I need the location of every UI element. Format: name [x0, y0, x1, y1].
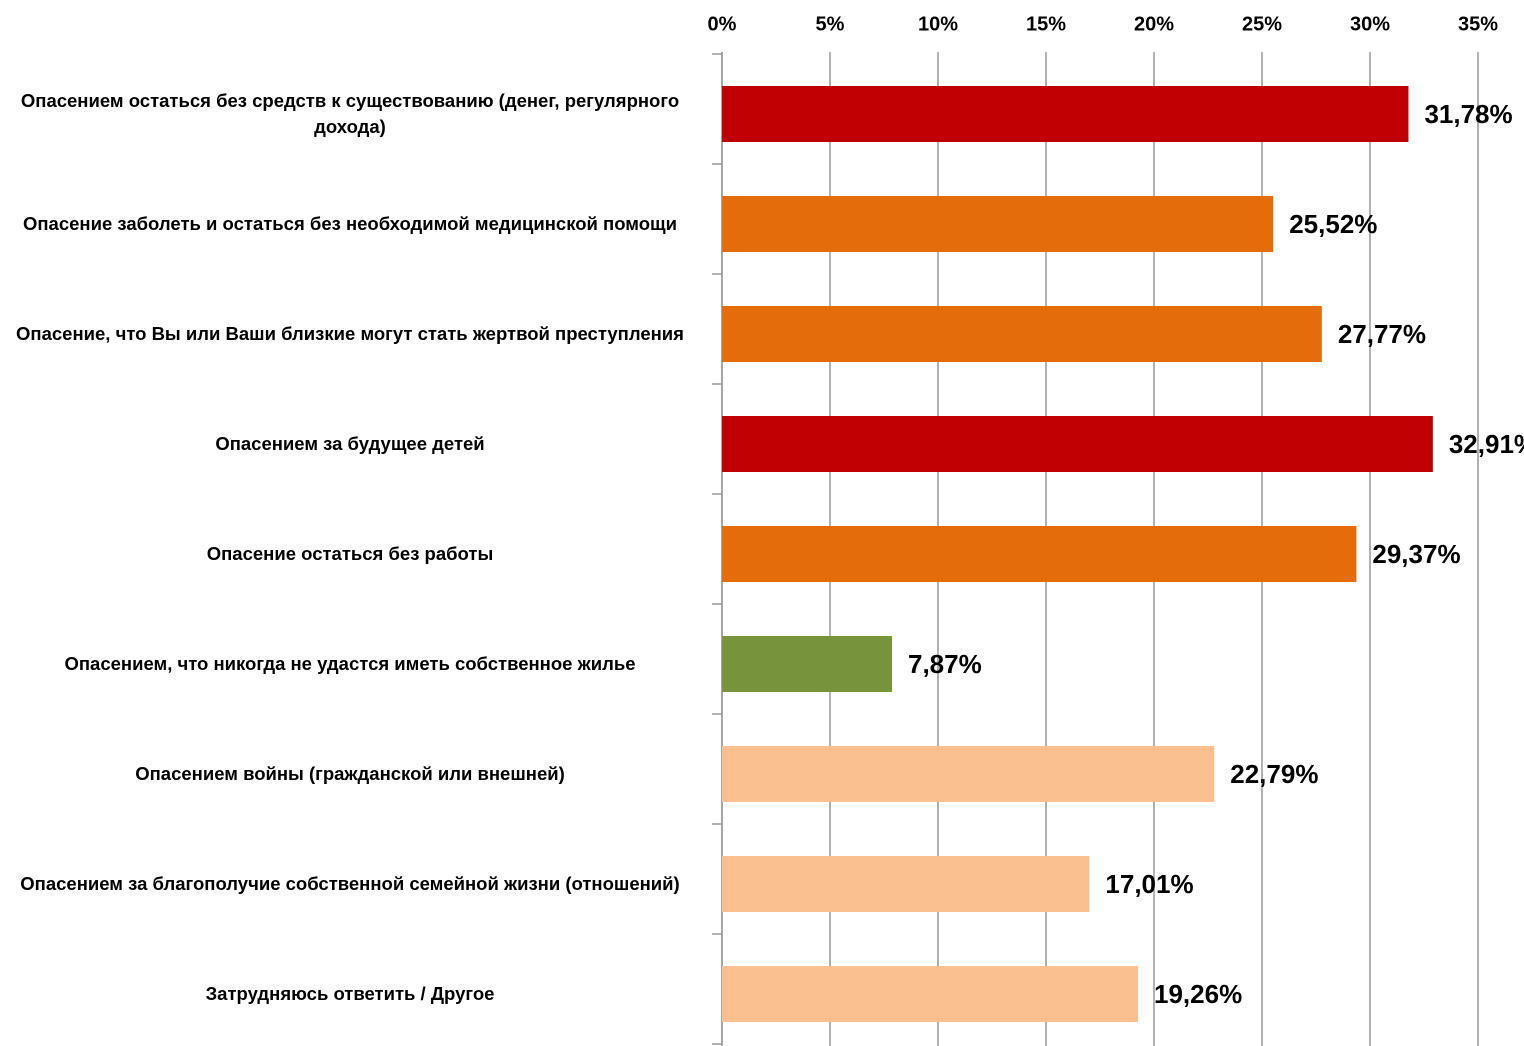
value-label: 29,37% — [1372, 539, 1460, 569]
x-tick-label: 35% — [1458, 13, 1498, 35]
value-label: 22,79% — [1230, 759, 1318, 789]
category-label: Опасением остаться без средств к существ… — [20, 90, 680, 137]
bar — [722, 526, 1357, 582]
category-label: Опасением войны (гражданской или внешней… — [135, 763, 565, 784]
bar — [722, 306, 1322, 362]
bar — [722, 636, 892, 692]
category-label: Опасение, что Вы или Ваши близкие могут … — [16, 323, 684, 344]
x-tick-label: 10% — [918, 13, 958, 35]
value-label: 32,91% — [1449, 429, 1524, 459]
bar — [722, 196, 1274, 252]
category-label: Опасением, что никогда не удастся иметь … — [64, 653, 636, 674]
value-label: 19,26% — [1154, 979, 1242, 1009]
value-label: 31,78% — [1424, 99, 1512, 129]
value-label: 27,77% — [1338, 319, 1426, 349]
category-label: Затрудняюсь ответить / Другое — [205, 983, 495, 1004]
bar — [722, 416, 1433, 472]
x-tick-label: 5% — [816, 13, 845, 35]
value-label: 7,87% — [908, 649, 982, 679]
category-label: Опасение заболеть и остаться без необход… — [22, 213, 678, 234]
value-label: 25,52% — [1289, 209, 1377, 239]
bar — [722, 746, 1215, 802]
x-tick-label: 25% — [1242, 13, 1282, 35]
bar — [722, 856, 1090, 912]
x-tick-label: 15% — [1026, 13, 1066, 35]
value-label: 17,01% — [1105, 869, 1193, 899]
category-label: Опасением за будущее детей — [215, 433, 485, 454]
x-tick-label: 20% — [1134, 13, 1174, 35]
category-label: Опасением за благополучие собственной се… — [20, 873, 680, 894]
x-tick-label: 0% — [708, 13, 737, 35]
bar — [722, 966, 1139, 1022]
x-tick-label: 30% — [1350, 13, 1390, 35]
category-label: Опасение остаться без работы — [206, 543, 494, 564]
bar — [722, 86, 1409, 142]
